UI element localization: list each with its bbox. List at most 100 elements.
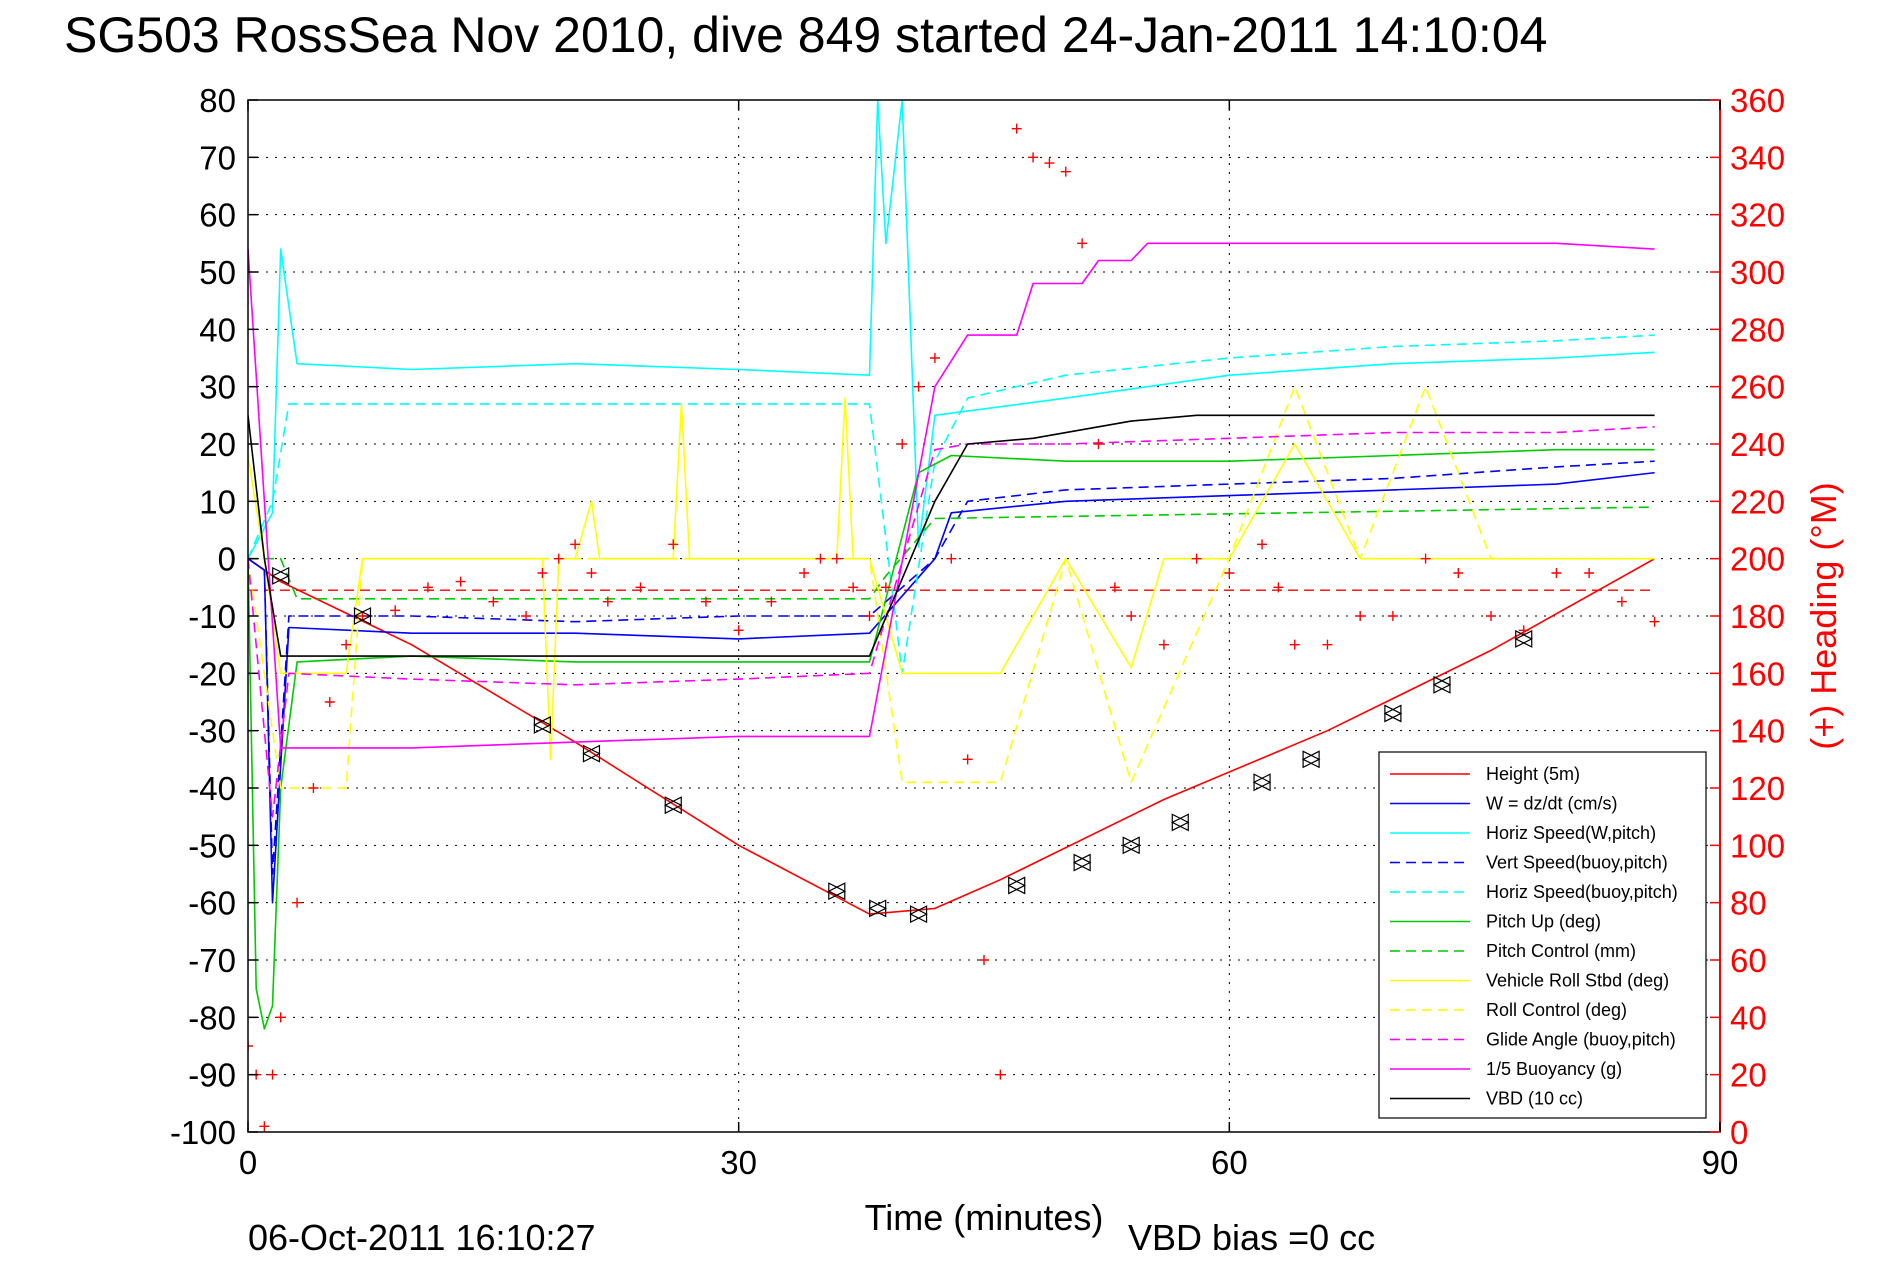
heading-point: [1584, 568, 1595, 578]
x-tick-label: 0: [239, 1144, 257, 1181]
heading-point: [570, 539, 581, 550]
heading-point: [929, 353, 940, 363]
series-line-2: [248, 100, 1655, 560]
heading-point: [308, 783, 319, 793]
heading-point: [831, 553, 842, 564]
heading-point: [962, 754, 973, 765]
y2-tick-label: 40: [1730, 999, 1767, 1036]
height-marker: [827, 882, 847, 901]
y-tick-label: 80: [199, 82, 236, 119]
y-tick-label: 40: [199, 311, 236, 348]
y2-tick-label: 160: [1730, 655, 1785, 692]
heading-point: [292, 897, 303, 908]
y-tick-label: -30: [188, 713, 236, 750]
axis-ticks: [247, 99, 1721, 1133]
heading-point: [1158, 639, 1169, 650]
legend-label-1: W = dz/dt (cm/s): [1486, 794, 1618, 814]
heading-point: [897, 439, 908, 449]
height-marker: [1301, 750, 1321, 769]
height-marker: [271, 566, 291, 585]
right-tick-labels: 3603403203002802602402202001801601401201…: [1730, 82, 1785, 1151]
heading-point: [1289, 639, 1300, 650]
heading-point: [553, 553, 564, 564]
x-axis-label: Time (minutes): [865, 1197, 1104, 1238]
heading-point: [1453, 568, 1464, 578]
y2-tick-label: 240: [1730, 426, 1785, 463]
heading-point: [488, 596, 499, 607]
heading-point: [766, 596, 777, 607]
height-marker: [663, 796, 683, 815]
y-tick-label: -40: [188, 770, 236, 807]
legend-label-9: Glide Angle (buoy,pitch): [1486, 1030, 1676, 1050]
heading-point: [1060, 166, 1071, 177]
heading-point: [995, 1069, 1006, 1080]
height-marker: [533, 715, 552, 734]
y2-tick-label: 320: [1730, 197, 1785, 234]
heading-point: [1486, 611, 1497, 621]
heading-point: [799, 568, 810, 578]
series-line-9: [248, 426, 1655, 818]
legend-label-0: Height (5m): [1486, 764, 1580, 784]
heading-point: [946, 553, 957, 564]
legend-label-8: Roll Control (deg): [1486, 1000, 1627, 1020]
y-tick-label: -100: [170, 1114, 236, 1151]
height-marker: [1007, 876, 1027, 895]
heading-points: [248, 123, 1660, 1132]
series-line-1: [248, 471, 1655, 904]
height-marker: [909, 905, 928, 924]
height-marker: [1514, 629, 1534, 648]
x-tick-label: 90: [1702, 1144, 1739, 1181]
y2-tick-label: 0: [1730, 1114, 1748, 1151]
heading-point: [1077, 238, 1088, 249]
legend-label-7: Vehicle Roll Stbd (deg): [1486, 971, 1669, 991]
y2-tick-label: 300: [1730, 254, 1785, 291]
legend-label-10: 1/5 Buoyancy (g): [1486, 1059, 1622, 1079]
y2-tick-label: 280: [1730, 311, 1785, 348]
y2-axis-label: (+) Heading (°M): [1803, 482, 1844, 749]
heading-point: [1224, 568, 1235, 578]
heading-point: [848, 582, 859, 593]
heading-point: [700, 596, 711, 607]
x-tick-label: 30: [720, 1144, 757, 1181]
heading-point: [635, 582, 646, 593]
legend-label-5: Pitch Up (deg): [1486, 912, 1601, 932]
y2-tick-label: 20: [1730, 1057, 1767, 1094]
legend-label-6: Pitch Control (mm): [1486, 941, 1636, 961]
series-line-10: [248, 242, 1655, 749]
heading-point: [1322, 639, 1333, 650]
heading-point: [1044, 158, 1055, 169]
heading-point: [390, 605, 401, 616]
y-tick-label: 60: [199, 197, 236, 234]
heading-point: [1126, 611, 1137, 621]
height-marker: [1170, 813, 1190, 832]
y2-tick-label: 260: [1730, 369, 1785, 406]
height-marker: [1072, 853, 1092, 872]
left-tick-labels: 80 70 60 50 40 30 20 10 0 -10 -20 -30 -40 -50 -60 -70 -8…: [170, 82, 236, 1151]
y-tick-label: 0: [218, 541, 236, 578]
heading-point: [259, 1121, 270, 1132]
heading-point: [979, 955, 989, 965]
y-tick-label: -60: [188, 885, 236, 922]
legend-box: [1378, 751, 1707, 1119]
y-tick-label: -10: [188, 598, 236, 635]
heading-point: [275, 1012, 286, 1023]
heading-point: [668, 539, 679, 550]
y2-tick-label: 180: [1730, 598, 1785, 635]
heading-point: [913, 381, 924, 392]
height-marker: [1432, 675, 1452, 694]
heading-point: [586, 568, 597, 578]
heading-point: [1109, 582, 1120, 593]
heading-point: [455, 576, 466, 587]
series-line-0: [248, 558, 1655, 915]
series-line-5: [248, 448, 1655, 1030]
y2-tick-label: 360: [1730, 82, 1785, 119]
heading-point: [880, 582, 891, 593]
y-tick-label: -90: [188, 1057, 236, 1094]
legend-label-2: Horiz Speed(W,pitch): [1486, 823, 1656, 843]
height-marker: [868, 899, 888, 918]
chart-title: SG503 RossSea Nov 2010, dive 849 started…: [64, 7, 1547, 63]
y2-tick-label: 340: [1730, 139, 1785, 176]
heading-point: [1191, 553, 1202, 564]
y-tick-label: 10: [199, 483, 236, 520]
heading-point: [422, 582, 433, 593]
